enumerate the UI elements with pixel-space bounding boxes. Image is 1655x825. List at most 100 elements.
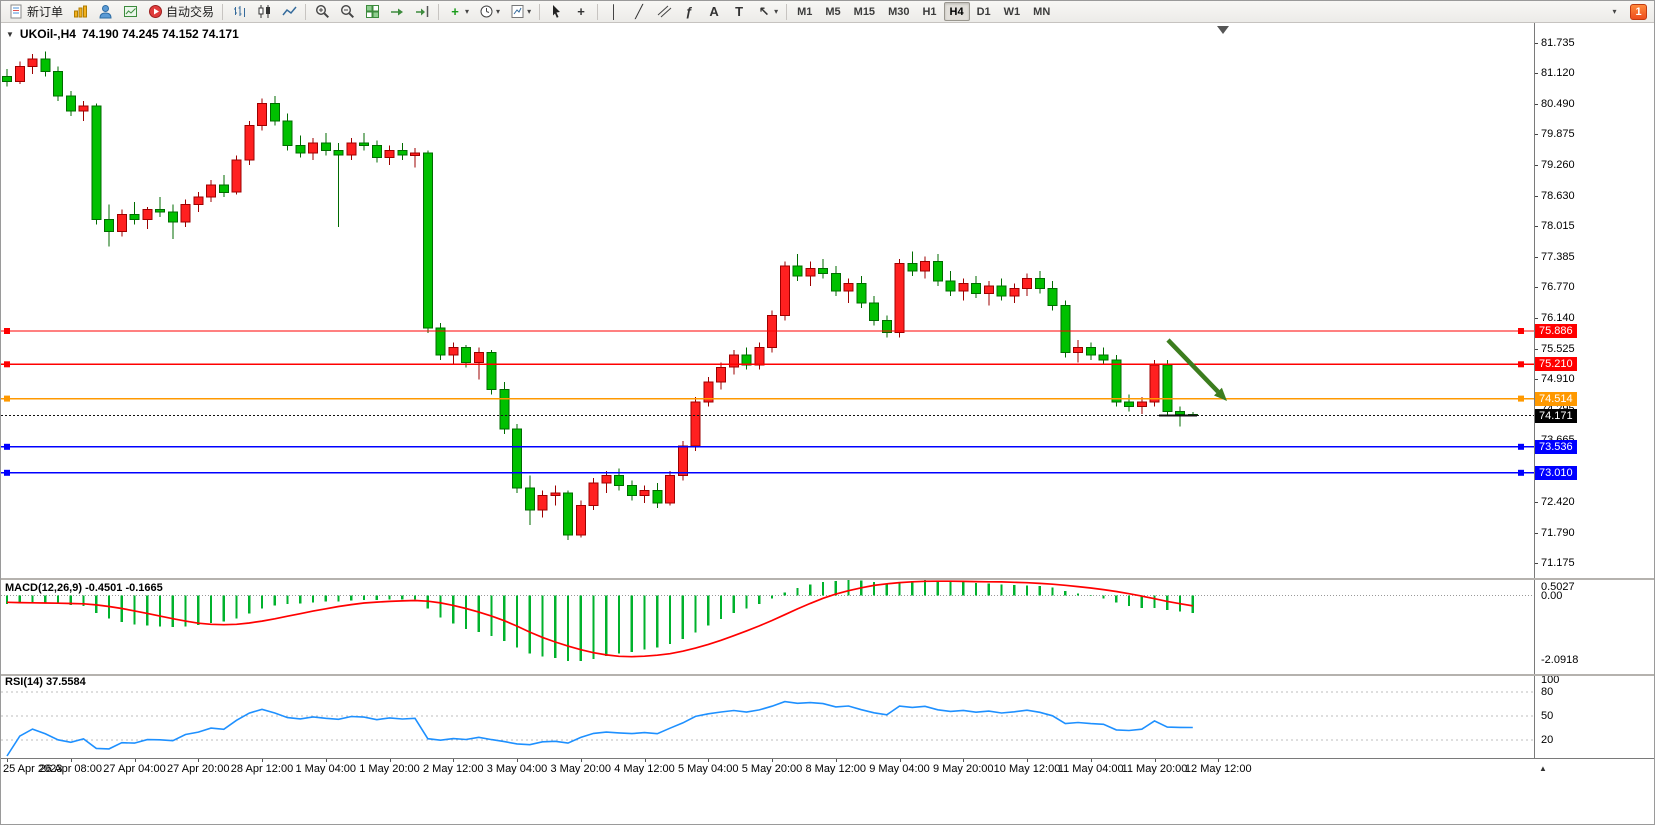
- toolbar-separator: [786, 3, 788, 20]
- price-axis-label: 81.120: [1541, 67, 1575, 79]
- terminal-button[interactable]: [118, 2, 142, 22]
- arrow-object-icon: ↖: [758, 4, 770, 19]
- chart-shift-icon: [414, 4, 430, 20]
- axis-tick: [1535, 104, 1538, 105]
- timeframe-M5[interactable]: M5: [825, 5, 841, 18]
- new-order-button[interactable]: 新订单: [4, 2, 67, 22]
- zoom-out-icon: [339, 4, 355, 20]
- zoom-out-button[interactable]: [335, 2, 359, 22]
- line-chart-button[interactable]: [277, 2, 301, 22]
- navigator-person-icon: [97, 4, 113, 20]
- macd-chart[interactable]: [1, 580, 1534, 672]
- timeframe-M15[interactable]: M15: [853, 5, 876, 18]
- price-axis-label: 80.490: [1541, 98, 1575, 110]
- time-axis-tick: [198, 759, 200, 762]
- price-axis-label: 79.875: [1541, 128, 1575, 140]
- rsi-splitter[interactable]: [1, 674, 1654, 676]
- time-axis-tick: [517, 759, 518, 762]
- time-axis-label: 12 May 12:00: [1184, 763, 1252, 775]
- macd-splitter[interactable]: [1, 578, 1654, 580]
- crosshair-button[interactable]: +: [569, 2, 593, 22]
- toolbar-separator: [305, 3, 307, 20]
- time-axis[interactable]: ▲ 25 Apr 2023 26 Apr 08:00 27 Apr 04:00 27 …: [1, 758, 1654, 778]
- tile-windows-button[interactable]: [360, 2, 384, 22]
- chart-shift-button[interactable]: [410, 2, 434, 22]
- rsi-scale-label: 20: [1541, 734, 1554, 746]
- one-click-trading-collapse-icon[interactable]: ▼: [6, 29, 14, 39]
- chart-area: ▼ UKOil-,H4 74.190 74.245 74.152 74.171 …: [1, 23, 1534, 758]
- macd-panel[interactable]: MACD(12,26,9) -0.4501 -0.1665: [1, 580, 1534, 672]
- vertical-line-button[interactable]: │: [602, 2, 626, 22]
- timeframe-M1[interactable]: M1: [797, 5, 813, 18]
- rsi-label: RSI(14) 37.5584: [5, 676, 86, 688]
- clock-icon: [478, 4, 494, 20]
- toolbar-right-group: ▾ 1: [1604, 2, 1651, 22]
- rsi-chart[interactable]: [1, 674, 1534, 758]
- timeframe-H4[interactable]: H4: [943, 2, 970, 21]
- time-axis-label: 5 May 20:00: [741, 763, 803, 775]
- chevron-down-icon: ▾: [496, 7, 501, 16]
- main-chart-panel[interactable]: ▼ UKOil-,H4 74.190 74.245 74.152 74.171: [1, 23, 1534, 578]
- price-axis-label: 78.630: [1541, 190, 1575, 202]
- time-axis-label: 9 May 20:00: [932, 763, 994, 775]
- chevron-down-icon: ▾: [774, 7, 779, 16]
- auto-trading-button[interactable]: 自动交易: [143, 2, 218, 22]
- timeframe-W1[interactable]: W1: [1003, 5, 1021, 18]
- line-chart-icon: [281, 4, 297, 20]
- time-axis-tick: [262, 759, 263, 762]
- market-watch-icon: [72, 4, 88, 20]
- auto-scroll-button[interactable]: [385, 2, 409, 22]
- time-axis-label: 1 May 20:00: [359, 763, 420, 775]
- timeframe-H1[interactable]: H1: [922, 5, 937, 18]
- price-line-badge: 73.536: [1535, 440, 1577, 454]
- time-axis-tick: [580, 759, 582, 762]
- timeframe-D1[interactable]: D1: [976, 5, 991, 18]
- fibonacci-button[interactable]: ƒ: [677, 2, 701, 22]
- time-axis-tick: [835, 759, 837, 762]
- auto-trading-label: 自动交易: [166, 5, 215, 19]
- toolbar-overflow-button[interactable]: ▾: [1604, 2, 1626, 22]
- market-watch-button[interactable]: [68, 2, 92, 22]
- time-axis-label: 4 May 12:00: [614, 763, 675, 775]
- price-line-badge: 74.514: [1535, 392, 1577, 406]
- time-axis-label: 5 May 04:00: [677, 763, 739, 775]
- periods-button[interactable]: ▾: [474, 2, 504, 22]
- timeframe-MN[interactable]: MN: [1033, 5, 1051, 18]
- channel-icon: [656, 4, 672, 20]
- timeframe-M30[interactable]: M30: [888, 5, 910, 18]
- indicators-button[interactable]: + ▾: [443, 2, 473, 22]
- price-axis-label: 79.260: [1541, 159, 1575, 171]
- trendline-button[interactable]: ╱: [627, 2, 651, 22]
- navigator-button[interactable]: [93, 2, 117, 22]
- templates-button[interactable]: ▾: [505, 2, 535, 22]
- time-axis-label: 10 May 12:00: [993, 763, 1061, 775]
- time-axis-label: 11 May 20:00: [1121, 763, 1188, 775]
- time-axis-tick: [963, 759, 965, 762]
- candlestick-chart[interactable]: [1, 23, 1534, 578]
- candlestick-chart-button[interactable]: [252, 2, 276, 22]
- rsi-panel[interactable]: RSI(14) 37.5584: [1, 674, 1534, 758]
- rsi-scale-label: 100: [1541, 674, 1560, 686]
- macd-label: MACD(12,26,9) -0.4501 -0.1665: [5, 582, 163, 594]
- axis-corner-marker-icon[interactable]: ▲: [1539, 764, 1547, 773]
- text-label-button[interactable]: T: [727, 2, 751, 22]
- price-axis-label: 77.385: [1541, 251, 1575, 263]
- chevron-down-icon: ▾: [465, 7, 470, 16]
- cursor-button[interactable]: [544, 2, 568, 22]
- notification-badge[interactable]: 1: [1630, 3, 1647, 20]
- arrows-button[interactable]: ↖ ▾: [752, 2, 782, 22]
- price-axis-label: 81.735: [1541, 37, 1575, 49]
- candlestick-chart-icon: [256, 4, 272, 20]
- price-line-badge: 73.010: [1535, 466, 1577, 480]
- zoom-in-button[interactable]: [310, 2, 334, 22]
- text-button[interactable]: A: [702, 2, 726, 22]
- channel-button[interactable]: [652, 2, 676, 22]
- axis-tick: [1535, 226, 1538, 227]
- axis-tick: [1535, 43, 1538, 44]
- time-axis-label: 27 Apr 04:00: [103, 763, 166, 775]
- bar-chart-button[interactable]: [227, 2, 251, 22]
- auto-scroll-icon: [389, 4, 405, 20]
- axis-tick: [1535, 257, 1538, 258]
- price-axis[interactable]: 81.735 81.120 80.490 79.875 79.260 78.630 78.0…: [1534, 23, 1654, 758]
